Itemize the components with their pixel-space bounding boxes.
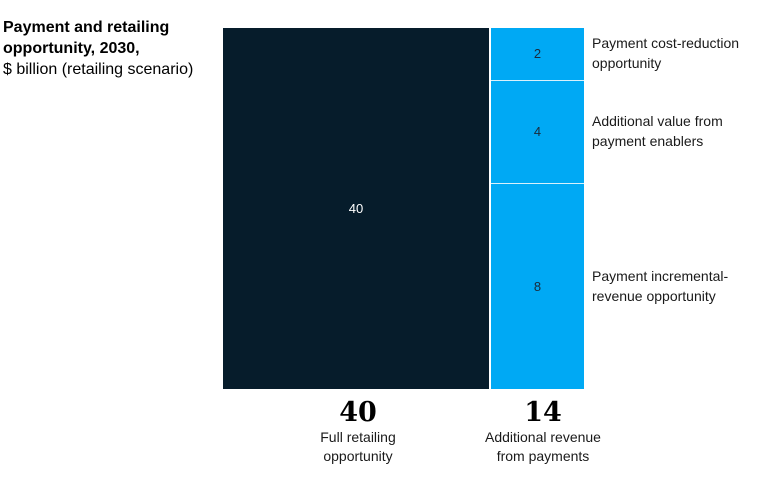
bar-value-label: 40 <box>348 201 364 216</box>
bar-value-label: 2 <box>533 46 542 62</box>
bar-segment-2: 4 <box>491 79 584 183</box>
total-label-line: Full retailing <box>320 429 396 445</box>
segment-label-line: opportunity <box>592 55 662 71</box>
bar-segment-1: 2 <box>491 28 584 80</box>
chart-title-block: Payment and retailing opportunity, 2030,… <box>3 17 218 80</box>
total-payments: 14 Additional revenue from payments <box>453 398 633 466</box>
chart-title: Payment and retailing opportunity, 2030, <box>3 19 170 57</box>
bar-value-label: 4 <box>533 124 542 140</box>
segment-label-line: Additional value from <box>592 113 723 129</box>
segment-label-line: revenue opportunity <box>592 288 716 304</box>
segment-label-2: Additional value from payment enablers <box>592 111 767 151</box>
segment-label-line: Payment incremental- <box>592 268 729 284</box>
total-full-retailing: 40 Full retailing opportunity <box>268 398 448 466</box>
segment-label-3: Payment incremental-revenue opportunity <box>592 266 767 306</box>
total-value: 40 <box>339 397 377 428</box>
total-value: 14 <box>524 397 562 428</box>
segment-label-1: Payment cost-reduction opportunity <box>592 33 767 73</box>
bar-full-retailing: 40 <box>223 28 489 389</box>
bar-segment-3: 8 <box>491 182 584 389</box>
total-label-line: from payments <box>496 448 590 464</box>
bar-value-label: 8 <box>533 278 542 294</box>
chart-unit: $ billion (retailing scenario) <box>3 61 194 78</box>
total-label-line: opportunity <box>323 448 393 464</box>
total-label-line: Additional revenue <box>485 429 601 445</box>
segment-label-line: payment enablers <box>592 133 704 149</box>
segment-label-line: Payment cost-reduction <box>592 35 740 51</box>
